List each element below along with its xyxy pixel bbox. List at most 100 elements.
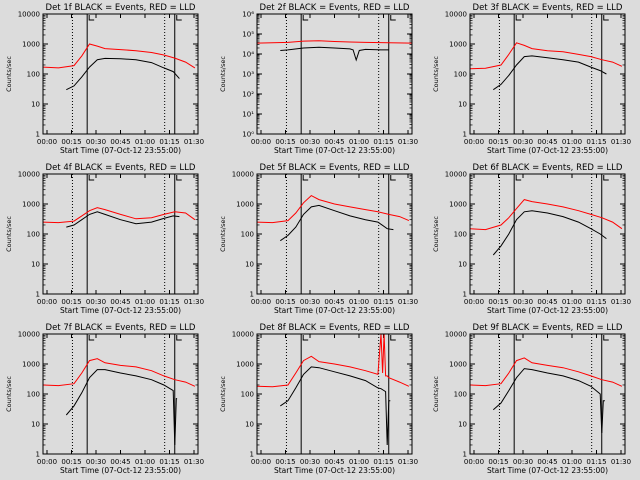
series-line-events: [66, 57, 180, 91]
x-tick-label: 00:15: [488, 138, 508, 146]
x-tick-label: 01:30: [184, 138, 204, 146]
series-line-events: [66, 211, 180, 228]
plot-frame: [469, 13, 626, 135]
x-tick-label: 00:00: [37, 138, 57, 146]
interval-corner-mark: [176, 335, 182, 341]
y-tick-label: 10⁴: [242, 51, 254, 59]
y-tick-label: 100: [241, 391, 254, 399]
y-tick-label: 10000: [445, 11, 467, 19]
x-axis-label: Start Time (07-Oct-12 23:55:00): [487, 466, 608, 475]
chart-title: Det 4f BLACK = Events, RED = LLD: [46, 163, 196, 173]
x-tick-label: 01:15: [159, 458, 179, 466]
x-tick-label: 00:30: [86, 458, 106, 466]
interval-corner-mark: [390, 15, 396, 21]
y-tick-label: 10: [245, 421, 254, 429]
interval-corner-mark: [390, 335, 396, 341]
x-tick-label: 01:30: [398, 458, 418, 466]
x-tick-label: 00:15: [275, 298, 295, 306]
y-tick-label: 10000: [18, 331, 40, 339]
y-tick-label: 1000: [236, 201, 254, 209]
chart-panel: Det 2f BLACK = Events, RED = LLD 10⁰ 10¹ 10…: [219, 3, 418, 155]
y-axis-label: Counts/sec: [219, 376, 227, 412]
series-line-lld: [256, 333, 410, 388]
series-line-lld: [469, 199, 623, 231]
x-tick-label: 01:15: [373, 138, 393, 146]
chart-title: Det 5f BLACK = Events, RED = LLD: [260, 163, 410, 173]
plot-frame: [469, 333, 626, 455]
y-tick-label: 10: [31, 421, 40, 429]
x-axis-label: Start Time (07-Oct-12 23:55:00): [60, 306, 181, 315]
x-tick-label: 00:30: [513, 298, 533, 306]
series-line-lld: [42, 207, 196, 224]
y-tick-label: 1: [36, 131, 40, 139]
series-line-events: [493, 55, 607, 91]
chart-panel: Det 3f BLACK = Events, RED = LLD 1 10 100 10…: [432, 3, 631, 155]
x-axis-label: Start Time (07-Oct-12 23:55:00): [274, 146, 395, 155]
x-axis-label: Start Time (07-Oct-12 23:55:00): [487, 146, 608, 155]
x-tick-label: 01:30: [611, 298, 631, 306]
y-tick-label: 1: [36, 291, 40, 299]
y-tick-label: 100: [454, 71, 467, 79]
x-tick-label: 01:15: [159, 138, 179, 146]
x-tick-label: 01:15: [586, 458, 606, 466]
interval-corner-mark: [302, 15, 309, 21]
y-tick-label: 10⁰: [242, 131, 254, 139]
chart-panel: Det 4f BLACK = Events, RED = LLD 1 10 100 10…: [5, 163, 204, 315]
y-tick-label: 1: [463, 131, 467, 139]
chart-title: Det 6f BLACK = Events, RED = LLD: [473, 163, 623, 173]
x-tick-label: 01:15: [586, 138, 606, 146]
x-tick-label: 00:45: [110, 458, 130, 466]
y-tick-label: 10: [458, 421, 467, 429]
y-tick-label: 10000: [232, 171, 254, 179]
y-tick-label: 1: [250, 291, 254, 299]
y-tick-label: 1000: [22, 201, 40, 209]
x-tick-label: 01:00: [349, 138, 369, 146]
x-axis-label: Start Time (07-Oct-12 23:55:00): [487, 306, 608, 315]
x-tick-label: 00:15: [488, 298, 508, 306]
x-tick-label: 00:30: [86, 138, 106, 146]
y-tick-label: 1000: [22, 361, 40, 369]
y-axis-label: Counts/sec: [219, 56, 227, 92]
interval-corner-mark: [88, 175, 95, 181]
x-tick-label: 00:30: [300, 298, 320, 306]
interval-corner-mark: [515, 175, 522, 181]
x-tick-label: 00:15: [488, 458, 508, 466]
series-line-lld: [256, 40, 413, 44]
x-tick-label: 01:30: [611, 138, 631, 146]
y-tick-label: 1: [250, 451, 254, 459]
y-tick-label: 10⁵: [242, 31, 254, 39]
y-tick-label: 10000: [18, 171, 40, 179]
x-tick-label: 00:00: [251, 138, 271, 146]
chart-panel: Det 5f BLACK = Events, RED = LLD 1 10 100 10…: [219, 163, 418, 315]
plot-frame: [42, 333, 199, 455]
y-tick-label: 10000: [445, 331, 467, 339]
series-line-events: [280, 46, 389, 62]
interval-corner-mark: [302, 335, 309, 341]
plot-frame: [256, 173, 413, 295]
y-axis-label: Counts/sec: [5, 56, 13, 92]
y-tick-label: 10000: [232, 331, 254, 339]
chart-title: Det 9f BLACK = Events, RED = LLD: [473, 323, 623, 333]
series-line-lld: [42, 43, 196, 69]
y-tick-label: 1000: [449, 201, 467, 209]
x-tick-label: 00:30: [300, 458, 320, 466]
interval-corner-mark: [515, 15, 522, 21]
x-tick-label: 01:00: [135, 298, 155, 306]
x-tick-label: 00:00: [464, 298, 484, 306]
x-tick-label: 01:00: [135, 138, 155, 146]
y-tick-label: 100: [27, 391, 40, 399]
y-tick-label: 100: [241, 231, 254, 239]
x-tick-label: 00:45: [537, 298, 557, 306]
x-tick-label: 01:30: [398, 298, 418, 306]
series-line-events: [492, 368, 605, 434]
x-tick-label: 00:00: [251, 458, 271, 466]
y-tick-label: 100: [27, 231, 40, 239]
plot-frame: [469, 173, 626, 295]
y-tick-label: 10000: [18, 11, 40, 19]
y-tick-label: 100: [27, 71, 40, 79]
interval-corner-mark: [603, 175, 609, 181]
x-tick-label: 00:00: [251, 298, 271, 306]
x-tick-label: 00:00: [464, 458, 484, 466]
y-tick-label: 1000: [449, 361, 467, 369]
